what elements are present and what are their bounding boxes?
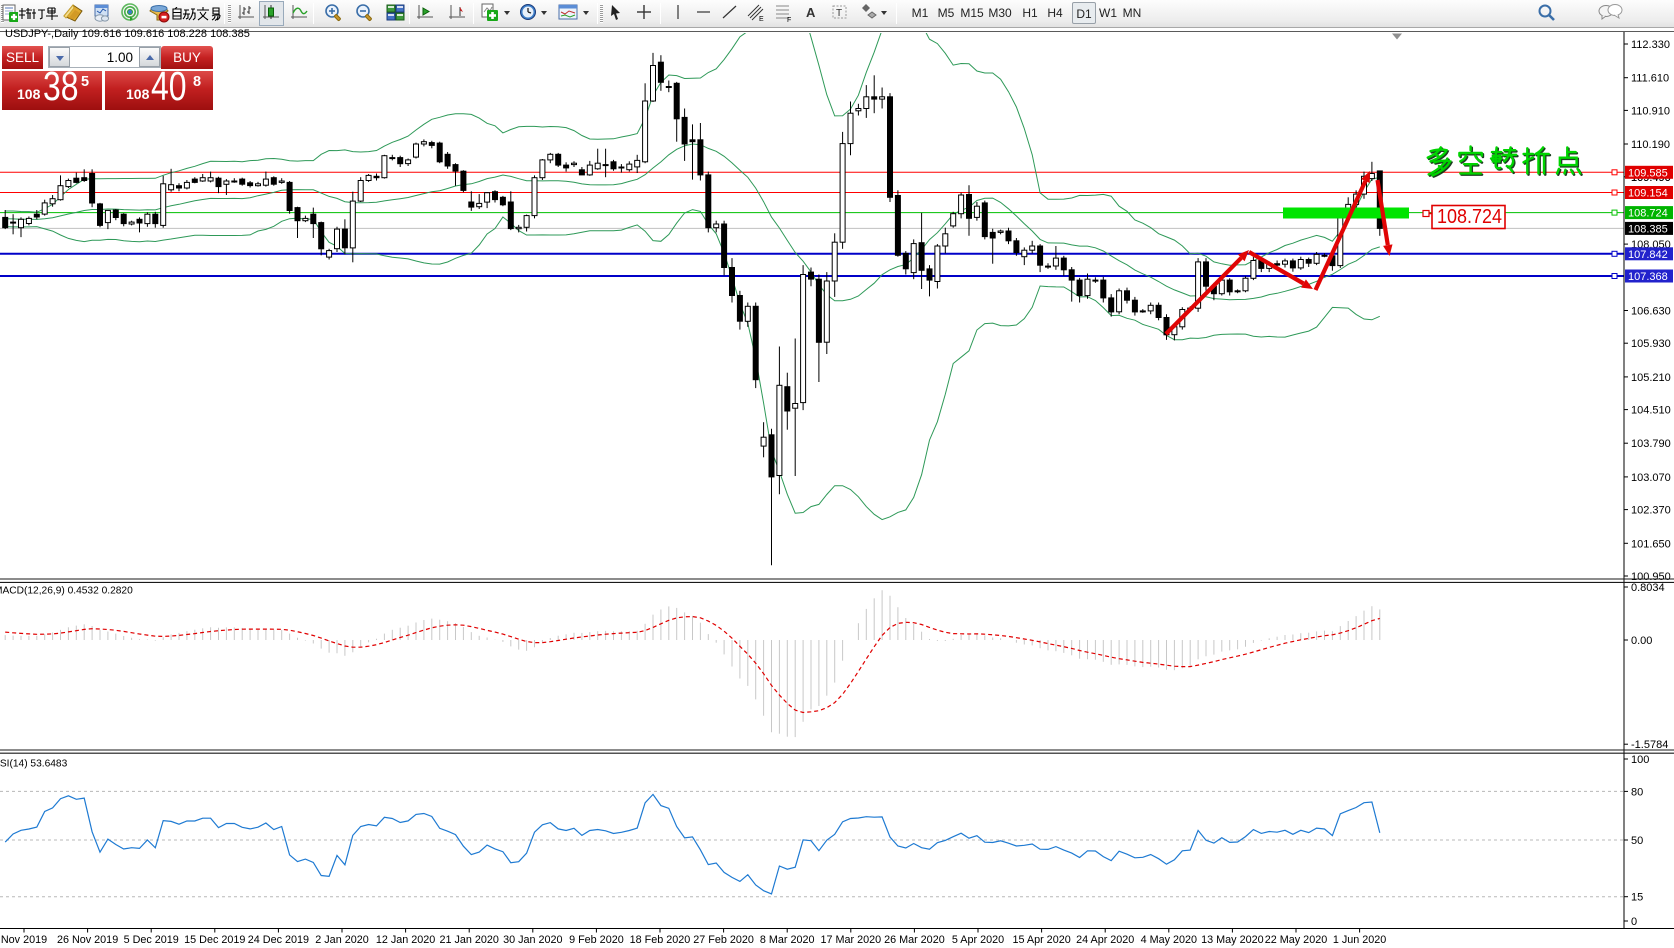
svg-text:9 Feb 2020: 9 Feb 2020 (569, 934, 624, 946)
svg-text:-1.5784: -1.5784 (1631, 739, 1668, 751)
svg-text:105.930: 105.930 (1631, 338, 1671, 350)
svg-text:109.154: 109.154 (1628, 188, 1668, 200)
svg-text:109.585: 109.585 (1628, 167, 1668, 179)
svg-text:15: 15 (1631, 892, 1643, 904)
svg-text:5 Dec 2019: 5 Dec 2019 (124, 934, 179, 946)
svg-text:15 Dec 2019: 15 Dec 2019 (184, 934, 245, 946)
svg-text:17 Mar 2020: 17 Mar 2020 (820, 934, 881, 946)
svg-text:1 Jun 2020: 1 Jun 2020 (1333, 934, 1386, 946)
svg-text:107.368: 107.368 (1628, 271, 1668, 283)
svg-text:2 Jan 2020: 2 Jan 2020 (315, 934, 368, 946)
svg-text:F: F (787, 17, 791, 23)
svg-text:105.210: 105.210 (1631, 372, 1671, 384)
svg-text:108.724: 108.724 (1437, 206, 1502, 228)
svg-text:E: E (759, 16, 764, 23)
svg-text:Nov 2019: Nov 2019 (1, 934, 47, 946)
svg-text:T: T (836, 8, 842, 19)
svg-text:15 Apr 2020: 15 Apr 2020 (1012, 934, 1070, 946)
svg-text:13 May 2020: 13 May 2020 (1201, 934, 1263, 946)
svg-text:26 Mar 2020: 26 Mar 2020 (884, 934, 945, 946)
svg-text:110.190: 110.190 (1631, 139, 1670, 151)
svg-text:80: 80 (1631, 786, 1643, 798)
svg-text:27 Feb 2020: 27 Feb 2020 (693, 934, 754, 946)
svg-text:101.650: 101.650 (1631, 538, 1671, 550)
svg-text:102.370: 102.370 (1631, 505, 1671, 517)
svg-text:107.842: 107.842 (1628, 249, 1668, 261)
svg-text:RSI(14) 53.6483: RSI(14) 53.6483 (0, 759, 68, 770)
svg-text:110.910: 110.910 (1631, 105, 1670, 117)
svg-text:22 May 2020: 22 May 2020 (1265, 934, 1327, 946)
svg-text:112.330: 112.330 (1631, 39, 1670, 51)
svg-text:103.070: 103.070 (1631, 472, 1671, 484)
svg-text:5 Apr 2020: 5 Apr 2020 (952, 934, 1004, 946)
svg-text:8 Mar 2020: 8 Mar 2020 (760, 934, 815, 946)
svg-text:108.724: 108.724 (1628, 208, 1668, 220)
svg-text:108.385: 108.385 (1628, 223, 1668, 235)
svg-text:4 May 2020: 4 May 2020 (1141, 934, 1197, 946)
svg-text:0: 0 (1631, 916, 1637, 928)
svg-text:111.610: 111.610 (1631, 73, 1669, 85)
svg-text:30 Jan 2020: 30 Jan 2020 (503, 934, 562, 946)
svg-text:0.8034: 0.8034 (1631, 582, 1665, 594)
svg-text:12 Jan 2020: 12 Jan 2020 (376, 934, 435, 946)
svg-text:24 Apr 2020: 24 Apr 2020 (1076, 934, 1134, 946)
svg-text:24 Dec 2019: 24 Dec 2019 (248, 934, 309, 946)
svg-text:50: 50 (1631, 835, 1643, 847)
svg-text:100.950: 100.950 (1631, 571, 1671, 583)
svg-text:26 Nov 2019: 26 Nov 2019 (57, 934, 118, 946)
svg-text:104.510: 104.510 (1631, 405, 1671, 417)
svg-text:0.00: 0.00 (1631, 635, 1652, 647)
svg-text:21 Jan 2020: 21 Jan 2020 (439, 934, 498, 946)
svg-text:USDJPY-,Daily 109.616 109.616: USDJPY-,Daily 109.616 109.616 108.228 10… (5, 28, 250, 40)
svg-text:MACD(12,26,9) 0.4532 0.2820: MACD(12,26,9) 0.4532 0.2820 (0, 586, 133, 597)
svg-text:18 Feb 2020: 18 Feb 2020 (630, 934, 691, 946)
svg-text:100: 100 (1631, 754, 1649, 766)
svg-text:103.790: 103.790 (1631, 438, 1671, 450)
svg-text:106.630: 106.630 (1631, 306, 1671, 318)
